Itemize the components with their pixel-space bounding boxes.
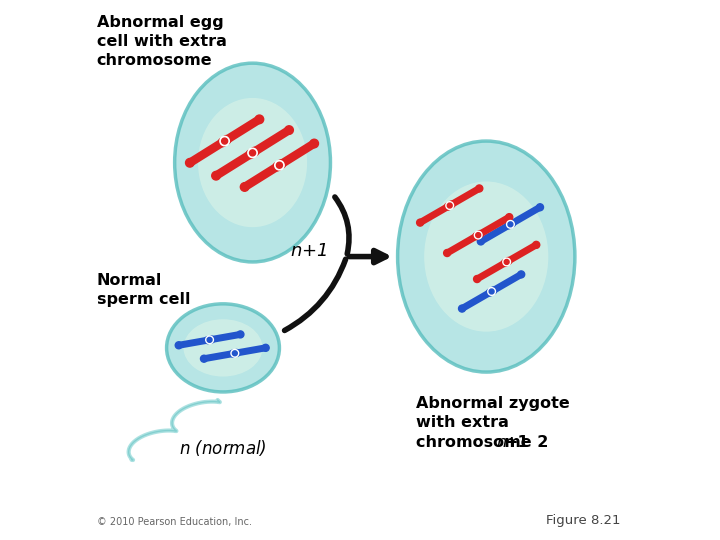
Circle shape — [233, 351, 238, 356]
Circle shape — [476, 185, 483, 192]
Text: $n$ (normal): $n$ (normal) — [179, 438, 267, 458]
Circle shape — [490, 287, 497, 294]
Circle shape — [474, 231, 482, 239]
Circle shape — [251, 147, 259, 156]
Circle shape — [487, 288, 495, 295]
Circle shape — [477, 231, 483, 238]
Circle shape — [212, 171, 220, 180]
Circle shape — [206, 336, 213, 343]
Circle shape — [474, 275, 480, 282]
Circle shape — [536, 204, 544, 211]
Circle shape — [508, 220, 516, 227]
Circle shape — [489, 289, 494, 294]
Circle shape — [476, 233, 481, 238]
Circle shape — [508, 222, 513, 227]
Circle shape — [277, 160, 286, 168]
Circle shape — [459, 305, 466, 312]
Polygon shape — [243, 163, 280, 191]
Circle shape — [218, 138, 227, 146]
Circle shape — [518, 271, 525, 278]
Circle shape — [310, 139, 318, 148]
Polygon shape — [460, 289, 492, 312]
Polygon shape — [214, 151, 253, 179]
Circle shape — [207, 338, 212, 342]
Circle shape — [507, 220, 514, 228]
Circle shape — [222, 138, 228, 144]
Circle shape — [447, 203, 452, 208]
Polygon shape — [178, 337, 208, 349]
Text: Abnormal egg
cell with extra
chromosome: Abnormal egg cell with extra chromosome — [96, 15, 227, 68]
Polygon shape — [279, 140, 317, 167]
Polygon shape — [478, 214, 511, 237]
Polygon shape — [252, 126, 292, 155]
Circle shape — [175, 342, 182, 349]
Text: Abnormal zygote
with extra
chromosome 2: Abnormal zygote with extra chromosome 2 — [416, 396, 570, 450]
Circle shape — [200, 355, 207, 362]
Circle shape — [448, 201, 455, 208]
Text: $n$+1: $n$+1 — [290, 242, 328, 260]
Text: © 2010 Pearson Education, Inc.: © 2010 Pearson Education, Inc. — [96, 517, 252, 527]
Circle shape — [487, 289, 493, 296]
Circle shape — [208, 336, 215, 343]
Circle shape — [473, 233, 480, 240]
Ellipse shape — [424, 181, 549, 332]
Circle shape — [444, 249, 451, 256]
Circle shape — [240, 183, 249, 191]
Circle shape — [237, 331, 244, 338]
Circle shape — [417, 219, 423, 226]
Circle shape — [204, 336, 212, 343]
Circle shape — [505, 214, 513, 221]
Text: +1: +1 — [504, 435, 528, 450]
Circle shape — [248, 148, 257, 158]
Polygon shape — [475, 260, 507, 282]
Circle shape — [230, 350, 237, 357]
Polygon shape — [236, 345, 266, 356]
Polygon shape — [211, 331, 241, 343]
Circle shape — [504, 260, 509, 265]
Ellipse shape — [166, 304, 279, 392]
Polygon shape — [507, 242, 538, 264]
Ellipse shape — [397, 141, 575, 372]
Circle shape — [505, 222, 512, 229]
Circle shape — [502, 259, 508, 266]
Text: Figure 8.21: Figure 8.21 — [546, 514, 621, 527]
Circle shape — [220, 136, 230, 146]
Polygon shape — [203, 350, 234, 362]
Ellipse shape — [175, 63, 330, 262]
Circle shape — [444, 203, 451, 210]
Circle shape — [505, 258, 512, 265]
Circle shape — [262, 345, 269, 352]
Circle shape — [233, 349, 240, 356]
Circle shape — [255, 115, 264, 124]
Circle shape — [186, 159, 194, 167]
Polygon shape — [479, 222, 510, 245]
Circle shape — [250, 150, 256, 156]
Circle shape — [533, 241, 540, 248]
Polygon shape — [188, 139, 225, 166]
Polygon shape — [450, 185, 481, 207]
Circle shape — [231, 349, 238, 357]
Circle shape — [285, 126, 293, 134]
Circle shape — [246, 150, 255, 158]
Circle shape — [273, 162, 282, 171]
Polygon shape — [418, 204, 450, 226]
Circle shape — [503, 258, 510, 266]
Circle shape — [446, 202, 454, 210]
Circle shape — [275, 160, 284, 170]
Polygon shape — [225, 116, 261, 144]
Text: Normal
sperm cell: Normal sperm cell — [96, 273, 190, 307]
Circle shape — [222, 136, 231, 144]
Ellipse shape — [198, 98, 307, 227]
Circle shape — [276, 162, 282, 168]
Polygon shape — [446, 233, 478, 256]
Polygon shape — [492, 272, 523, 294]
Text: $n$: $n$ — [496, 435, 507, 450]
Circle shape — [477, 238, 485, 245]
Ellipse shape — [184, 319, 263, 376]
Polygon shape — [510, 204, 541, 226]
